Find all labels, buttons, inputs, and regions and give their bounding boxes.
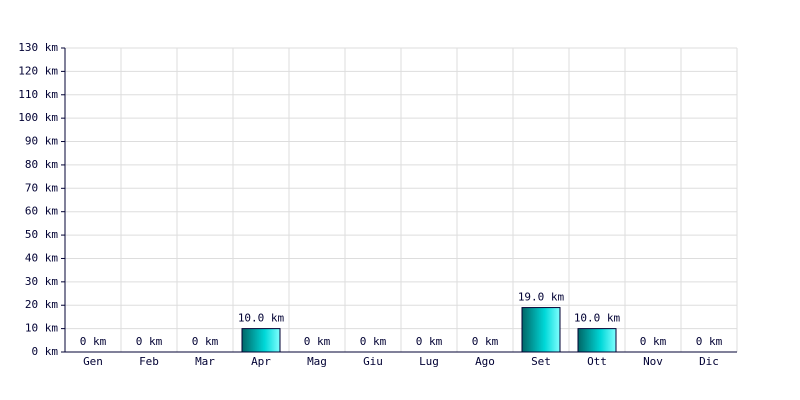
x-tick-label: Mag <box>307 355 327 368</box>
y-tick-label: 60 km <box>25 205 58 218</box>
value-label: 10.0 km <box>574 312 621 325</box>
x-tick-label: Giu <box>363 355 383 368</box>
x-tick-label: Gen <box>83 355 103 368</box>
y-tick-label: 70 km <box>25 181 58 194</box>
y-tick-label: 120 km <box>18 64 58 77</box>
y-tick-label: 130 km <box>18 41 58 54</box>
x-tick-label: Dic <box>699 355 719 368</box>
value-label: 10.0 km <box>238 312 285 325</box>
y-tick-label: 50 km <box>25 228 58 241</box>
value-label: 0 km <box>304 335 331 348</box>
bar <box>241 328 281 353</box>
y-tick-label: 30 km <box>25 275 58 288</box>
y-tick-label: 20 km <box>25 298 58 311</box>
value-label: 0 km <box>696 335 723 348</box>
value-label: 0 km <box>360 335 387 348</box>
y-tick-label: 10 km <box>25 322 58 335</box>
y-tick-label: 110 km <box>18 88 58 101</box>
x-tick-label: Nov <box>643 355 663 368</box>
x-tick-label: Feb <box>139 355 159 368</box>
y-tick-label: 40 km <box>25 251 58 264</box>
x-tick-label: Lug <box>419 355 439 368</box>
value-label: 0 km <box>416 335 443 348</box>
x-tick-label: Ago <box>475 355 495 368</box>
bar <box>521 307 561 353</box>
value-label: 19.0 km <box>518 291 565 304</box>
x-tick-label: Apr <box>251 355 271 368</box>
y-tick-label: 80 km <box>25 158 58 171</box>
value-label: 0 km <box>640 335 667 348</box>
value-label: 0 km <box>192 335 219 348</box>
y-tick-label: 100 km <box>18 111 58 124</box>
value-label: 0 km <box>80 335 107 348</box>
value-label: 0 km <box>472 335 499 348</box>
bar <box>577 328 617 353</box>
x-tick-label: Ott <box>587 355 607 368</box>
x-tick-label: Mar <box>195 355 215 368</box>
x-tick-label: Set <box>531 355 551 368</box>
y-tick-label: 90 km <box>25 135 58 148</box>
y-tick-label: 0 km <box>32 345 59 358</box>
value-label: 0 km <box>136 335 163 348</box>
